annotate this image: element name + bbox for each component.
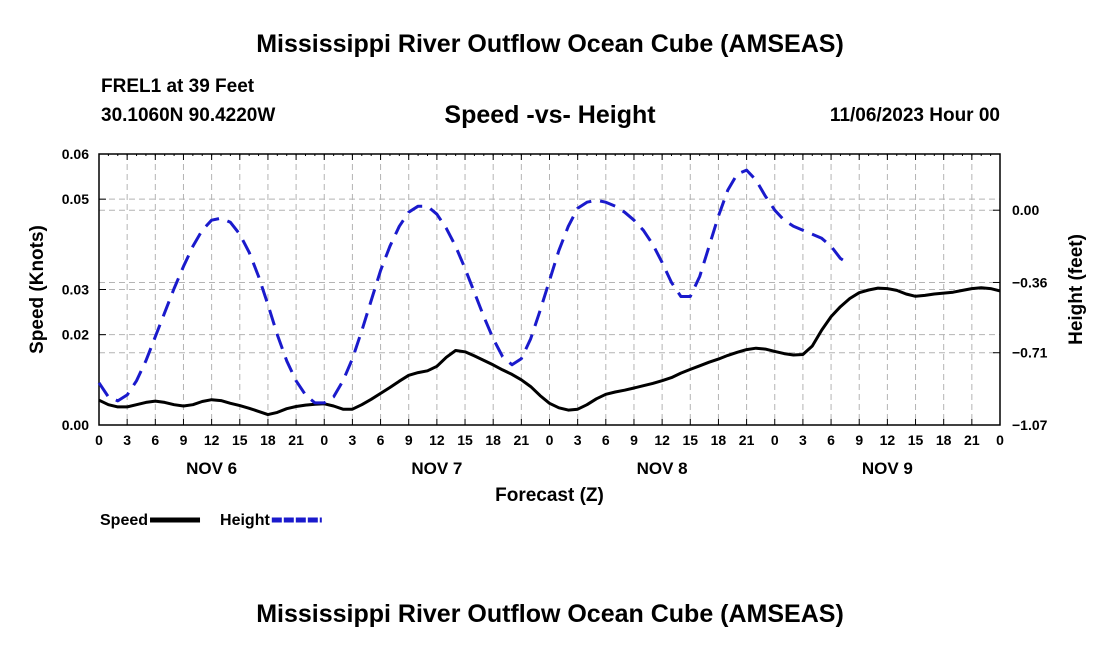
y-right-tick-label: −0.71 — [1012, 345, 1048, 361]
y-left-tick-label: 0.02 — [62, 327, 89, 343]
grid — [99, 154, 1000, 426]
y-left-tick-label: 0.03 — [62, 282, 89, 298]
series — [97, 168, 1001, 417]
x-tick-label: 21 — [288, 432, 304, 448]
forecast-datetime: 11/06/2023 Hour 00 — [829, 105, 1000, 126]
x-tick-label: 6 — [827, 432, 835, 448]
x-tick-label: 18 — [711, 432, 727, 448]
day-label: NOV 6 — [186, 459, 237, 478]
x-tick-label: 18 — [936, 432, 952, 448]
y-right-tick-label: −0.36 — [1012, 274, 1048, 290]
legend-label-speed: Speed — [100, 512, 148, 529]
x-tick-label: 3 — [574, 432, 582, 448]
bottom-title: Mississippi River Outflow Ocean Cube (AM… — [256, 600, 844, 628]
chart-subtitle: Speed -vs- Height — [444, 101, 656, 129]
x-tick-label: 9 — [855, 432, 863, 448]
x-tick-label: 0 — [771, 432, 779, 448]
x-tick-label: 12 — [204, 432, 220, 448]
legend-label-height: Height — [220, 512, 270, 529]
y-left-tick-label: 0.05 — [62, 191, 89, 207]
y-left-tick-label: 0.06 — [62, 146, 89, 162]
x-tick-label: 0 — [546, 432, 554, 448]
x-tick-label: 21 — [514, 432, 530, 448]
x-tick-label: 15 — [457, 432, 473, 448]
x-tick-label: 0 — [95, 432, 103, 448]
chart-title: Mississippi River Outflow Ocean Cube (AM… — [256, 30, 844, 58]
y-right-tick-label: −1.07 — [1012, 417, 1048, 433]
x-tick-label: 18 — [260, 432, 276, 448]
y-axis-right-title: Height (feet) — [1066, 234, 1087, 345]
x-tick-label: 15 — [682, 432, 698, 448]
day-label: NOV 7 — [411, 459, 462, 478]
y-axis-left-title: Speed (Knots) — [27, 225, 48, 354]
x-tick-label: 21 — [964, 432, 980, 448]
x-tick-label: 15 — [908, 432, 924, 448]
x-tick-label: 12 — [654, 432, 670, 448]
x-axis-title: Forecast (Z) — [495, 485, 604, 506]
x-tick-label: 9 — [405, 432, 413, 448]
day-label: NOV 8 — [637, 459, 688, 478]
x-tick-label: 21 — [739, 432, 755, 448]
x-tick-label: 3 — [123, 432, 131, 448]
x-tick-label: 18 — [485, 432, 501, 448]
x-tick-label: 9 — [630, 432, 638, 448]
y-right-tick-label: 0.00 — [1012, 202, 1039, 218]
x-tick-label: 9 — [180, 432, 188, 448]
x-tick-label: 6 — [377, 432, 385, 448]
x-tick-label: 15 — [232, 432, 248, 448]
x-tick-label: 6 — [151, 432, 159, 448]
axes: 0 3 6 9 12 15 18 21 0 3 6 9 12 15 18 21 0 3 6 9 12 15 18 21 0 3 6 9… — [62, 146, 1048, 478]
x-tick-label: 3 — [799, 432, 807, 448]
legend: Speed Height — [100, 512, 322, 529]
x-tick-label: 12 — [429, 432, 445, 448]
x-tick-label: 3 — [349, 432, 357, 448]
coordinates-label: 30.1060N 90.4220W — [101, 105, 276, 126]
series-line-speed — [98, 286, 1001, 417]
y-left-tick-label: 0.00 — [62, 417, 89, 433]
x-tick-label: 0 — [996, 432, 1004, 448]
x-tick-label: 0 — [320, 432, 328, 448]
x-tick-label: 12 — [880, 432, 896, 448]
day-label: NOV 9 — [862, 459, 913, 478]
x-tick-label: 6 — [602, 432, 610, 448]
station-label: FREL1 at 39 Feet — [101, 76, 255, 97]
